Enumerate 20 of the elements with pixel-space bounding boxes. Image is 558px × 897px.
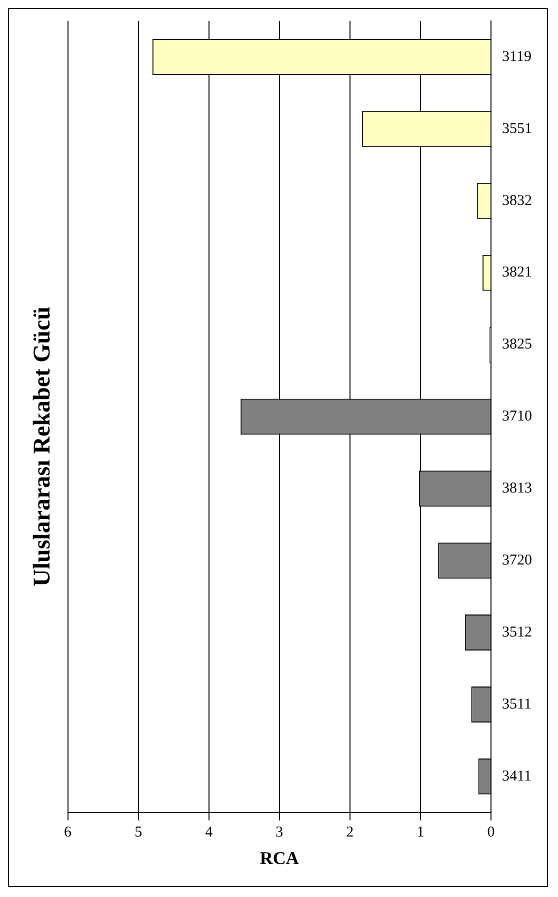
x-tick-label: 4	[205, 824, 214, 840]
y-tick-label: 3821	[502, 264, 532, 281]
y-tick-label: 3512	[502, 624, 532, 640]
y-tick-label: 3720	[502, 552, 532, 569]
x-tick-label: 3	[276, 824, 284, 840]
x-tick-label: 2	[346, 824, 354, 840]
x-tick-label: 5	[134, 824, 142, 840]
y-tick-label: 3832	[502, 192, 532, 209]
y-tick-label: 3511	[502, 696, 532, 712]
x-axis-title: RCA	[260, 848, 299, 868]
y-tick-label: 3411	[502, 768, 532, 784]
y-tick-label: 3825	[502, 336, 532, 353]
text: Uluslararası Rekabet Gücü	[30, 306, 56, 587]
y-tick-label: 3710	[502, 408, 532, 425]
x-tick-label: 1	[416, 824, 424, 840]
y-tick-label: 3813	[502, 480, 532, 497]
x-tick-label: 6	[64, 824, 72, 840]
y-tick-label: 3119	[502, 48, 532, 65]
y-tick-label: 3551	[502, 120, 532, 137]
x-tick-label: 0	[487, 824, 495, 840]
